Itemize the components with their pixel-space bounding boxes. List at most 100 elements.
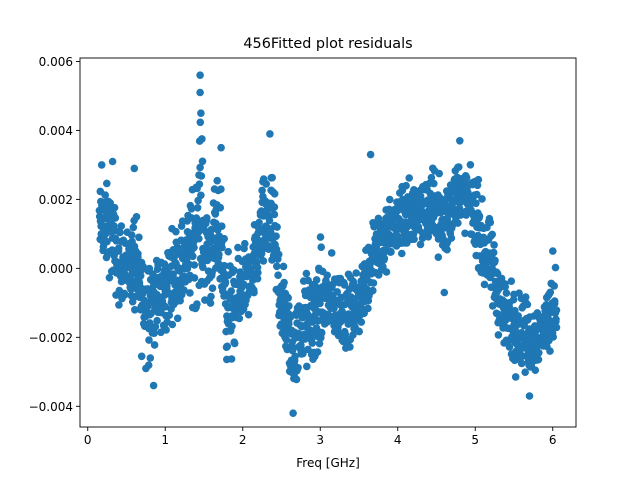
scatter-point bbox=[488, 230, 497, 239]
scatter-point bbox=[521, 293, 530, 301]
scatter-point bbox=[206, 299, 215, 307]
scatter-point bbox=[218, 222, 226, 230]
scatter-point bbox=[308, 339, 317, 347]
scatter-point bbox=[223, 342, 232, 351]
scatter-point bbox=[472, 199, 480, 208]
scatter-point bbox=[294, 364, 302, 372]
scatter-point bbox=[267, 228, 275, 237]
scatter-point-outlier bbox=[525, 392, 534, 400]
x-tick-label: 0 bbox=[84, 433, 92, 447]
scatter-point bbox=[534, 355, 543, 364]
scatter-point bbox=[551, 263, 560, 272]
scatter-point bbox=[224, 247, 232, 256]
scatter-point-outlier bbox=[196, 71, 204, 79]
scatter-point bbox=[517, 359, 526, 368]
scatter-point bbox=[502, 289, 511, 297]
scatter-point bbox=[347, 293, 355, 301]
scatter-point bbox=[190, 261, 199, 269]
scatter-point-outlier bbox=[366, 150, 375, 159]
scatter-point bbox=[105, 273, 114, 282]
scatter-point bbox=[176, 296, 184, 305]
scatter-point bbox=[398, 249, 406, 258]
scatter-point bbox=[531, 366, 540, 375]
scatter-point bbox=[454, 219, 462, 227]
scatter-point bbox=[217, 185, 225, 193]
scatter-point bbox=[115, 301, 123, 309]
scatter-point bbox=[145, 336, 153, 344]
scatter-point bbox=[488, 302, 497, 310]
scatter-point-outlier bbox=[142, 364, 150, 373]
scatter-point bbox=[315, 339, 324, 348]
scatter-point bbox=[196, 118, 205, 127]
scatter-point bbox=[186, 289, 194, 297]
scatter-point bbox=[474, 175, 483, 184]
scatter-point bbox=[546, 288, 555, 297]
scatter-point bbox=[317, 243, 326, 251]
scatter-point bbox=[208, 284, 217, 293]
scatter-point-outlier bbox=[130, 164, 139, 173]
scatter-point bbox=[128, 297, 137, 306]
scatter-point bbox=[195, 180, 204, 188]
scatter-point bbox=[103, 179, 111, 188]
y-axis: −0.004 −0.002 0.000 0.002 0.004 0.006 bbox=[29, 55, 80, 414]
scatter-point bbox=[234, 243, 242, 252]
scatter-point bbox=[207, 225, 216, 234]
scatter-point bbox=[402, 181, 410, 190]
scatter-point bbox=[405, 174, 414, 182]
scatter-point bbox=[255, 218, 263, 227]
scatter-point bbox=[314, 317, 323, 325]
scatter-point bbox=[447, 234, 456, 242]
scatter-point bbox=[511, 373, 520, 381]
scatter-point bbox=[218, 243, 226, 252]
scatter-point bbox=[201, 296, 209, 304]
scatter-point-outlier bbox=[266, 130, 274, 138]
scatter-point bbox=[165, 311, 174, 320]
scatter-point bbox=[505, 343, 514, 351]
x-axis: 0 1 2 3 4 5 6 bbox=[84, 427, 557, 447]
scatter-point bbox=[227, 287, 235, 295]
scatter-point bbox=[106, 199, 114, 207]
scatter-point bbox=[272, 232, 280, 240]
scatter-point bbox=[478, 195, 486, 203]
scatter-point bbox=[352, 269, 361, 277]
scatter-point-outlier bbox=[217, 143, 225, 152]
scatter-point bbox=[198, 135, 206, 143]
scatter-point bbox=[303, 362, 311, 371]
scatter-point bbox=[127, 231, 136, 239]
scatter-point-outlier bbox=[456, 137, 464, 145]
scatter-point bbox=[213, 176, 221, 185]
scatter-point bbox=[198, 157, 207, 166]
scatter-point bbox=[121, 290, 129, 299]
scatter-point bbox=[197, 172, 206, 180]
scatter-point bbox=[173, 314, 182, 323]
scatter-point bbox=[227, 355, 236, 363]
scatter-point bbox=[299, 349, 307, 358]
scatter-point bbox=[346, 343, 354, 351]
scatter-point bbox=[220, 234, 228, 243]
scatter-point bbox=[410, 235, 418, 243]
scatter-point bbox=[180, 286, 188, 295]
scatter-point bbox=[486, 218, 495, 227]
scatter-point bbox=[257, 249, 266, 258]
scatter-point bbox=[110, 203, 119, 212]
scatter-point bbox=[270, 210, 279, 219]
scatter-point bbox=[549, 333, 557, 341]
scatter-point bbox=[193, 300, 201, 308]
scatter-point bbox=[199, 263, 207, 272]
scatter-points bbox=[95, 71, 561, 418]
scatter-point bbox=[258, 186, 266, 195]
scatter-point bbox=[316, 233, 325, 241]
scatter-point bbox=[253, 274, 262, 283]
scatter-point-outlier bbox=[440, 288, 449, 297]
scatter-point bbox=[291, 352, 299, 361]
scatter-point bbox=[250, 288, 258, 297]
y-tick-label: −0.002 bbox=[29, 331, 73, 345]
x-tick-label: 1 bbox=[161, 433, 169, 447]
scatter-point bbox=[369, 279, 378, 287]
scatter-point bbox=[349, 331, 357, 339]
scatter-point bbox=[193, 204, 202, 212]
scatter-point bbox=[552, 315, 560, 324]
scatter-point bbox=[473, 181, 482, 190]
scatter-point-outlier bbox=[97, 161, 106, 169]
